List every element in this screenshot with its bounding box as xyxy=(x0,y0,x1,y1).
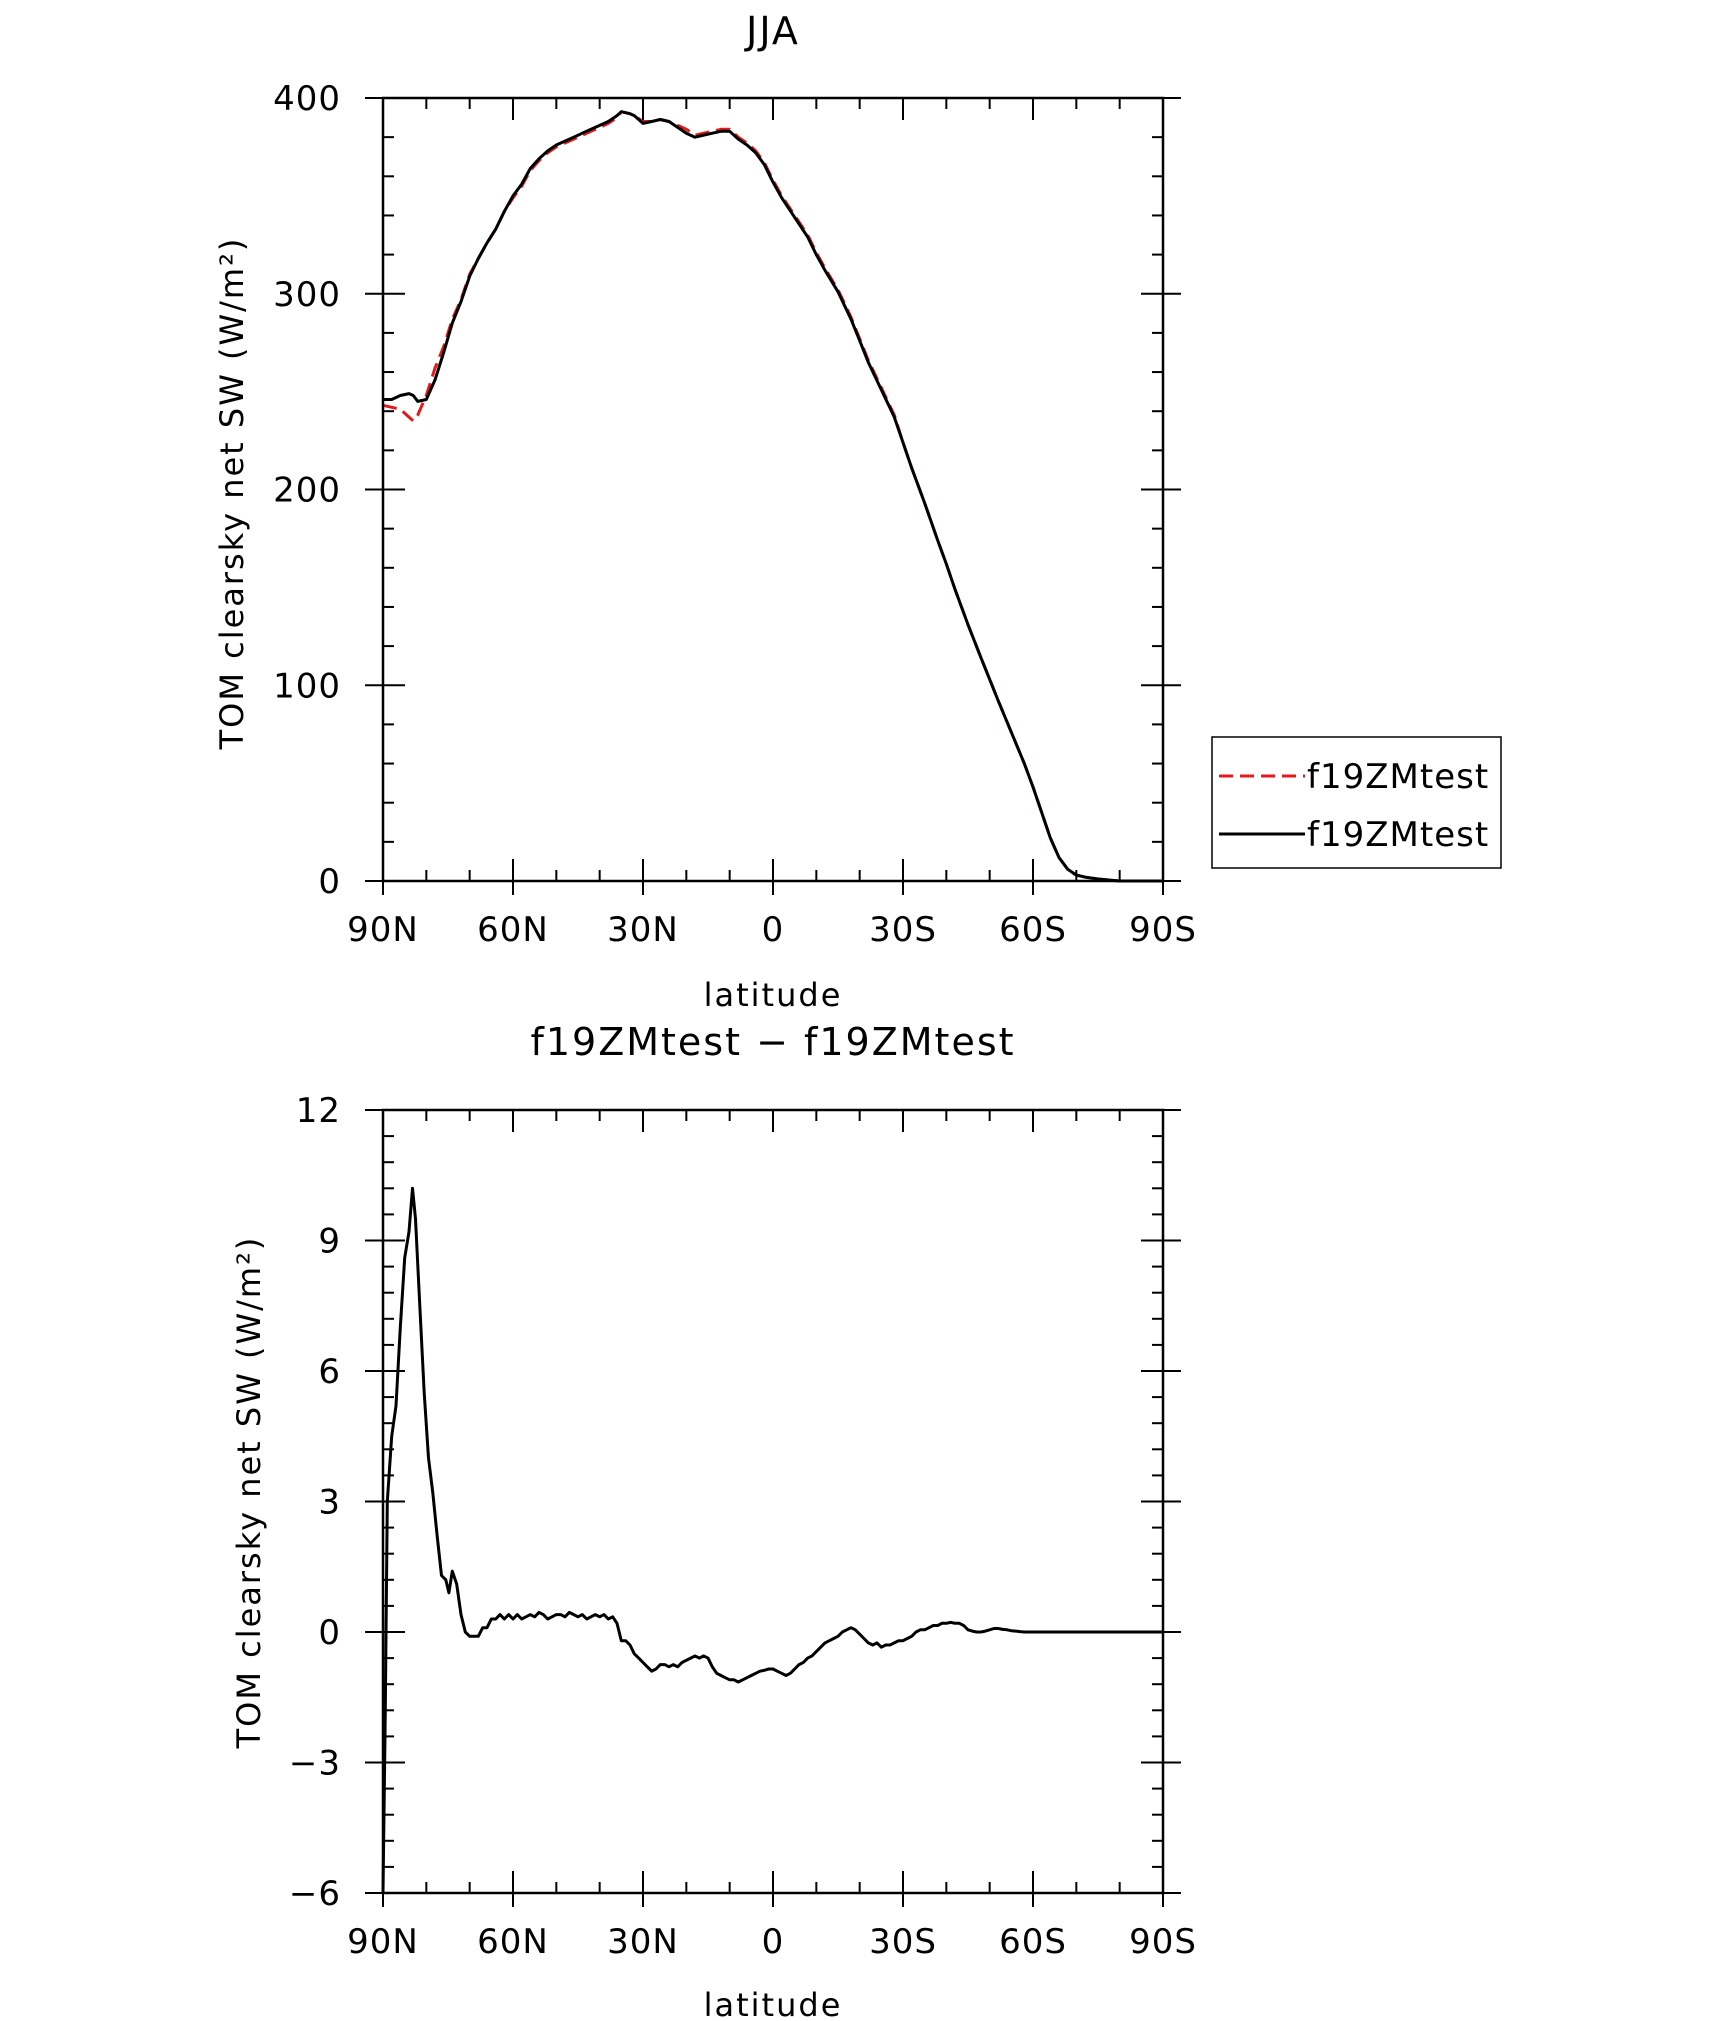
bottom-x-tick-label: 90N xyxy=(347,1922,419,1962)
top-y-tick-labels: 0 100 200 300 400 xyxy=(273,79,341,902)
chart-title-top: JJA xyxy=(744,9,800,53)
panel-top-chart: JJA 90N 60N 30N 0 30S 60S 90S 0 100 200 300 400 la… xyxy=(213,9,1502,1014)
bottom-y-tick-label: 6 xyxy=(318,1352,341,1392)
top-series-line-red-dashed xyxy=(382,110,1163,883)
bottom-y-tick-labels: −6 −3 0 3 6 9 12 xyxy=(289,1091,341,1914)
y-axis-label-bottom: TOM clearsky net SW (W/m²) xyxy=(230,1236,268,1750)
top-y-tick-label: 400 xyxy=(273,79,341,119)
legend-box xyxy=(1211,736,1502,869)
plot-frame-top xyxy=(381,96,1165,883)
top-x-tick-label: 90S xyxy=(1129,910,1197,950)
bottom-ticks-group xyxy=(365,1109,1181,1907)
legend: f19ZMtest f19ZMtest xyxy=(1211,736,1502,869)
top-x-tick-label: 30N xyxy=(607,910,679,950)
top-y-tick-label: 100 xyxy=(273,666,341,706)
bottom-x-tick-label: 0 xyxy=(762,1922,785,1962)
bottom-y-tick-label: −3 xyxy=(289,1744,341,1784)
bottom-x-tick-label: 60S xyxy=(999,1922,1067,1962)
top-x-tick-labels: 90N 60N 30N 0 30S 60S 90S xyxy=(347,910,1197,950)
bottom-y-tick-label: 9 xyxy=(318,1222,341,1262)
bottom-series-group xyxy=(381,1186,1163,1894)
top-ticks-group xyxy=(365,97,1181,895)
top-y-tick-label: 200 xyxy=(273,471,341,511)
bottom-y-tick-label: 12 xyxy=(296,1091,341,1131)
panel-bottom-chart: f19ZMtest − f19ZMtest 90N 60N 30N 0 30S 60S 90… xyxy=(230,1020,1197,2021)
bottom-x-tick-labels: 90N 60N 30N 0 30S 60S 90S xyxy=(347,1922,1197,1962)
top-x-tick-label: 30S xyxy=(869,910,937,950)
bottom-x-tick-label: 30N xyxy=(607,1922,679,1962)
x-axis-label-bottom: latitude xyxy=(704,1986,843,2021)
bottom-y-tick-label: −6 xyxy=(289,1874,341,1914)
top-series-line-black-solid xyxy=(383,110,1163,883)
plot-frame-bottom xyxy=(381,1108,1165,1895)
legend-label-red: f19ZMtest xyxy=(1307,757,1489,797)
bottom-y-tick-label: 3 xyxy=(318,1483,341,1523)
y-axis-label-top: TOM clearsky net SW (W/m²) xyxy=(213,237,251,751)
legend-label-black: f19ZMtest xyxy=(1307,815,1489,855)
top-y-tick-label: 300 xyxy=(273,275,341,315)
top-x-tick-label: 90N xyxy=(347,910,419,950)
top-y-tick-label: 0 xyxy=(318,862,341,902)
bottom-x-tick-label: 30S xyxy=(869,1922,937,1962)
bottom-series-line-black-solid xyxy=(381,1186,1163,1894)
chart-title-bottom: f19ZMtest − f19ZMtest xyxy=(530,1020,1015,1064)
x-axis-label-top: latitude xyxy=(704,976,843,1014)
top-x-tick-label: 60N xyxy=(477,910,549,950)
bottom-x-tick-label: 90S xyxy=(1129,1922,1197,1962)
top-series-group xyxy=(382,110,1163,883)
top-x-tick-label: 60S xyxy=(999,910,1067,950)
bottom-y-tick-label: 0 xyxy=(318,1613,341,1653)
top-x-tick-label: 0 xyxy=(762,910,785,950)
bottom-x-tick-label: 60N xyxy=(477,1922,549,1962)
